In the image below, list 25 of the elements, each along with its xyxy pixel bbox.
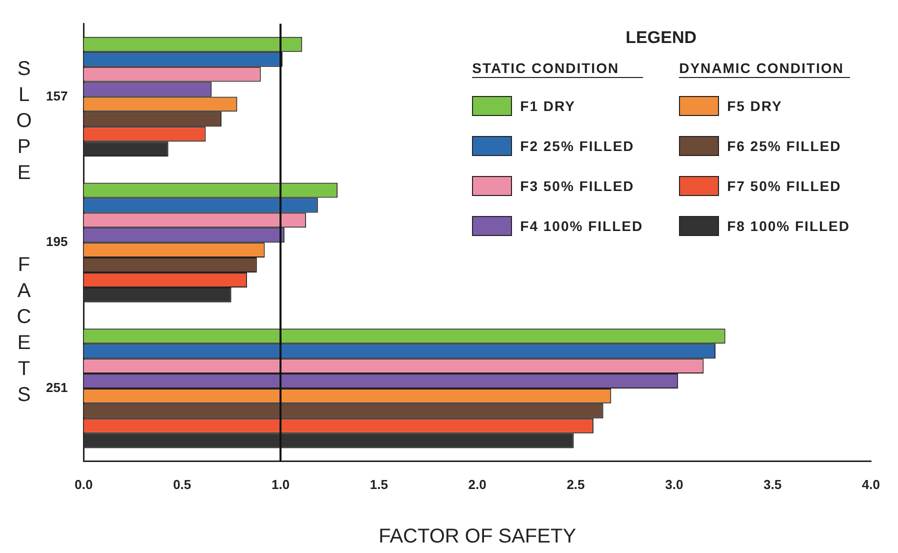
- y-tick-label: 251: [46, 380, 68, 396]
- legend-label: F2 25% FILLED: [520, 138, 634, 154]
- x-tick-label: 2.0: [468, 476, 486, 492]
- y-tick-label: 157: [46, 88, 68, 104]
- legend-title: LEGEND: [624, 28, 698, 48]
- x-tick-label: 0.5: [173, 476, 192, 492]
- annotation: STATIC CONDITION: [472, 60, 644, 78]
- legend-label: F8 100% FILLED: [727, 218, 850, 234]
- y-tick-label: 195: [46, 234, 68, 250]
- annotation: DYNAMIC CONDITION: [679, 60, 850, 78]
- x-tick-label: 1.5: [370, 476, 388, 492]
- x-axis-title: FACTOR OF SAFETY: [378, 526, 576, 548]
- legend-label: F7 50% FILLED: [727, 178, 842, 194]
- legend-label: F5 DRY: [727, 98, 782, 114]
- x-tick-label: 2.5: [566, 476, 585, 492]
- y-axis-title: SLOPE FACETS: [12, 58, 36, 410]
- x-tick-label: 1.0: [271, 476, 290, 492]
- x-tick-label: 3.5: [764, 476, 782, 492]
- x-tick-label: 4.0: [862, 476, 880, 492]
- legend-label: F4 100% FILLED: [520, 218, 644, 234]
- x-tick-label: 3.0: [665, 476, 684, 492]
- legend-label: F3 50% FILLED: [520, 178, 634, 194]
- legend-label: F6 25% FILLED: [727, 138, 842, 154]
- x-tick-label: 0.0: [74, 476, 93, 492]
- legend-label: F1 DRY: [520, 98, 576, 114]
